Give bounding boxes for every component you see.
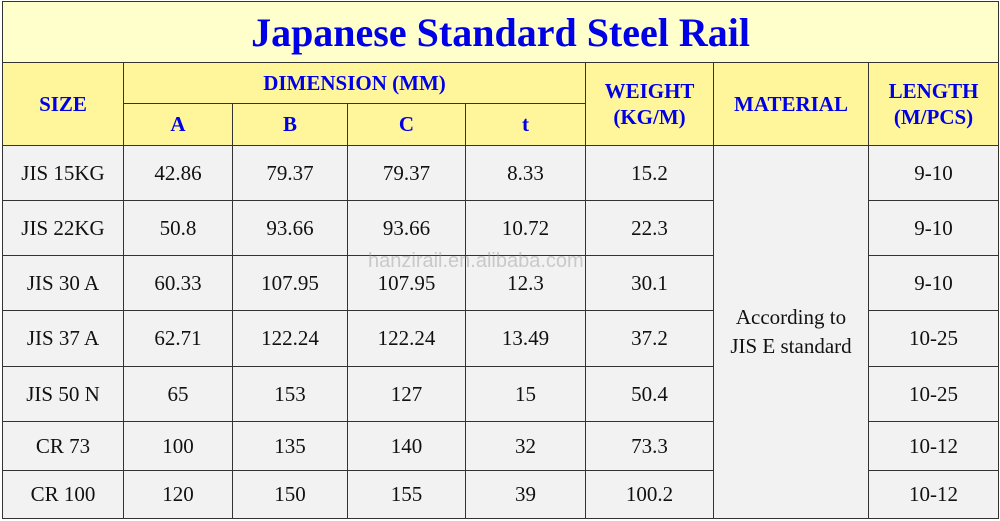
cell-c: 127 [347, 366, 466, 422]
table-row: JIS 15KG 42.86 79.37 79.37 8.33 15.2 According… [2, 145, 1000, 519]
cell-c: 122.24 [347, 310, 466, 367]
material-note-line1: According to [735, 304, 847, 329]
cell-c: 107.95 [347, 255, 466, 311]
cell-t: 8.33 [465, 145, 586, 201]
table-row: CR 73 100 135 140 32 73.3 10-12 [2, 421, 1000, 471]
material-note: According to JIS E standard [713, 145, 869, 519]
cell-length: 9-10 [867, 200, 1000, 256]
cell-size: JIS 15KG [2, 145, 124, 201]
cell-t: 10.72 [465, 200, 586, 256]
cell-b: 107.95 [232, 255, 348, 311]
cell-length: 10-25 [867, 366, 1000, 422]
cell-t: 15 [465, 366, 586, 422]
cell-b: 153 [232, 366, 348, 422]
header-length-line1: LENGTH [888, 78, 979, 103]
cell-weight: 30.1 [585, 255, 714, 311]
header-dimension: DIMENSION (MM) [123, 62, 586, 104]
header-b: B [232, 103, 348, 146]
cell-t: 32 [465, 421, 586, 471]
cell-length: 10-12 [867, 421, 1000, 471]
header-length-line2: (M/PCS) [893, 105, 974, 129]
cell-weight: 15.2 [585, 145, 714, 201]
cell-weight: 22.3 [585, 200, 714, 256]
header-weight-line2: (KG/M) [613, 105, 686, 129]
material-note-line2: JIS E standard [730, 334, 852, 358]
cell-a: 62.71 [123, 310, 233, 367]
cell-a: 100 [123, 421, 233, 471]
cell-weight: 100.2 [585, 470, 714, 519]
cell-size: CR 73 [2, 421, 124, 471]
cell-t: 12.3 [465, 255, 586, 311]
cell-c: 140 [347, 421, 466, 471]
cell-a: 50.8 [123, 200, 233, 256]
cell-size: JIS 50 N [2, 366, 124, 422]
cell-length: 9-10 [867, 145, 1000, 201]
cell-c: 79.37 [347, 145, 466, 201]
table-title: Japanese Standard Steel Rail [1, 1, 1000, 63]
cell-length: 10-25 [867, 310, 1000, 367]
cell-length: 9-10 [867, 255, 1000, 311]
cell-a: 120 [123, 470, 233, 519]
header-a: A [123, 103, 233, 146]
cell-t: 39 [465, 470, 586, 519]
cell-c: 93.66 [347, 200, 466, 256]
header-length: LENGTH (M/PCS) [867, 62, 1000, 146]
cell-size: JIS 37 A [2, 310, 124, 367]
cell-a: 60.33 [123, 255, 233, 311]
cell-b: 150 [232, 470, 348, 519]
cell-c: 155 [347, 470, 466, 519]
table-row: JIS 22KG 50.8 93.66 93.66 10.72 22.3 9-10 [2, 200, 1000, 256]
cell-weight: 50.4 [585, 366, 714, 422]
cell-a: 65 [123, 366, 233, 422]
table-row: JIS 30 A 60.33 107.95 107.95 12.3 30.1 9-10 [2, 255, 1000, 311]
table-row: JIS 50 N 65 153 127 15 50.4 10-25 [2, 366, 1000, 422]
cell-weight: 73.3 [585, 421, 714, 471]
cell-length: 10-12 [867, 470, 1000, 519]
cell-size: CR 100 [2, 470, 124, 519]
cell-a: 42.86 [123, 145, 233, 201]
cell-b: 79.37 [232, 145, 348, 201]
cell-size: JIS 22KG [2, 200, 124, 256]
table-row: CR 100 120 150 155 39 100.2 10-12 [2, 470, 1000, 519]
cell-size: JIS 30 A [2, 255, 124, 311]
cell-b: 93.66 [232, 200, 348, 256]
header-t: t [465, 103, 586, 146]
cell-b: 122.24 [232, 310, 348, 367]
header-weight: WEIGHT (KG/M) [585, 62, 714, 146]
cell-b: 135 [232, 421, 348, 471]
cell-weight: 37.2 [585, 310, 714, 367]
header-material: MATERIAL [713, 62, 869, 146]
header-c: C [347, 103, 466, 146]
cell-t: 13.49 [465, 310, 586, 367]
header-weight-line1: WEIGHT [604, 78, 695, 103]
header-size: SIZE [2, 62, 124, 146]
